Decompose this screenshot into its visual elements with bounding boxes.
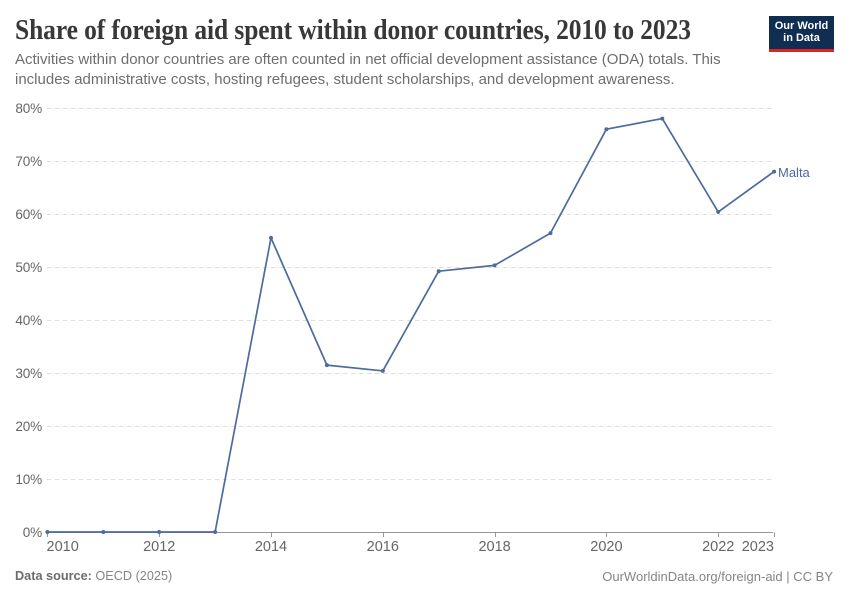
svg-text:2018: 2018	[478, 539, 510, 555]
svg-text:2014: 2014	[255, 539, 287, 555]
svg-text:2023: 2023	[742, 539, 774, 555]
svg-text:80%: 80%	[15, 101, 42, 116]
svg-text:50%: 50%	[15, 260, 42, 275]
svg-text:2022: 2022	[702, 539, 734, 555]
svg-text:2012: 2012	[143, 539, 175, 555]
svg-text:60%: 60%	[15, 207, 42, 222]
svg-text:30%: 30%	[15, 366, 42, 381]
svg-text:70%: 70%	[15, 154, 42, 169]
svg-text:2020: 2020	[590, 539, 622, 555]
svg-text:0%: 0%	[23, 525, 42, 540]
svg-text:Malta: Malta	[778, 165, 811, 180]
svg-text:2010: 2010	[47, 539, 79, 555]
svg-text:10%: 10%	[15, 472, 42, 487]
svg-text:40%: 40%	[15, 313, 42, 328]
svg-text:2016: 2016	[367, 539, 399, 555]
svg-text:20%: 20%	[15, 419, 42, 434]
